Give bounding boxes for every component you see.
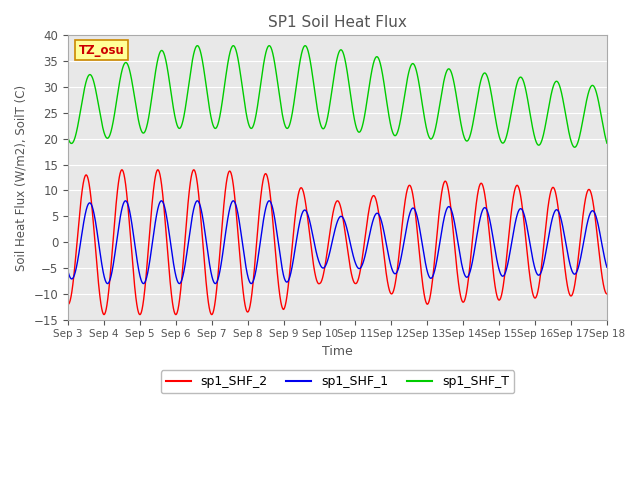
sp1_SHF_T (415, 78, 422, 84)
sp1_SHF_1 (230, 198, 237, 204)
Line: sp1_SHF_T: sp1_SHF_T (68, 46, 607, 147)
sp1_SHF_2 (208, 312, 216, 317)
Line: sp1_SHF_1: sp1_SHF_1 (68, 201, 607, 284)
sp1_SHF_2 (118, 167, 126, 173)
sp1_SHF_T (603, 140, 611, 146)
Y-axis label: Soil Heat Flux (W/m2), SoilT (C): Soil Heat Flux (W/m2), SoilT (C) (15, 84, 28, 271)
sp1_SHF_T (467, 132, 474, 138)
sp1_SHF_1 (175, 281, 183, 287)
sp1_SHF_1 (64, 269, 72, 275)
sp1_SHF_2 (388, 291, 396, 297)
sp1_SHF_1 (508, 242, 515, 248)
sp1_SHF_1 (603, 264, 611, 270)
sp1_SHF_T (571, 144, 579, 150)
Title: SP1 Soil Heat Flux: SP1 Soil Heat Flux (268, 15, 407, 30)
sp1_SHF_T (387, 125, 395, 131)
sp1_SHF_T (508, 110, 515, 116)
sp1_SHF_2 (467, 258, 474, 264)
sp1_SHF_T (64, 135, 72, 141)
sp1_SHF_2 (162, 229, 170, 235)
Text: TZ_osu: TZ_osu (79, 44, 125, 57)
sp1_SHF_1 (467, 268, 474, 274)
sp1_SHF_1 (162, 210, 170, 216)
sp1_SHF_T (162, 58, 170, 64)
sp1_SHF_2 (415, 243, 422, 249)
Line: sp1_SHF_2: sp1_SHF_2 (68, 170, 607, 314)
X-axis label: Time: Time (322, 345, 353, 358)
sp1_SHF_2 (603, 291, 611, 297)
sp1_SHF_1 (415, 221, 422, 227)
sp1_SHF_2 (64, 301, 72, 307)
sp1_SHF_1 (270, 212, 278, 218)
Legend: sp1_SHF_2, sp1_SHF_1, sp1_SHF_T: sp1_SHF_2, sp1_SHF_1, sp1_SHF_T (161, 370, 515, 393)
sp1_SHF_T (230, 43, 237, 48)
sp1_SHF_1 (388, 264, 396, 270)
sp1_SHF_T (270, 57, 278, 62)
sp1_SHF_2 (508, 209, 515, 215)
sp1_SHF_2 (270, 234, 278, 240)
